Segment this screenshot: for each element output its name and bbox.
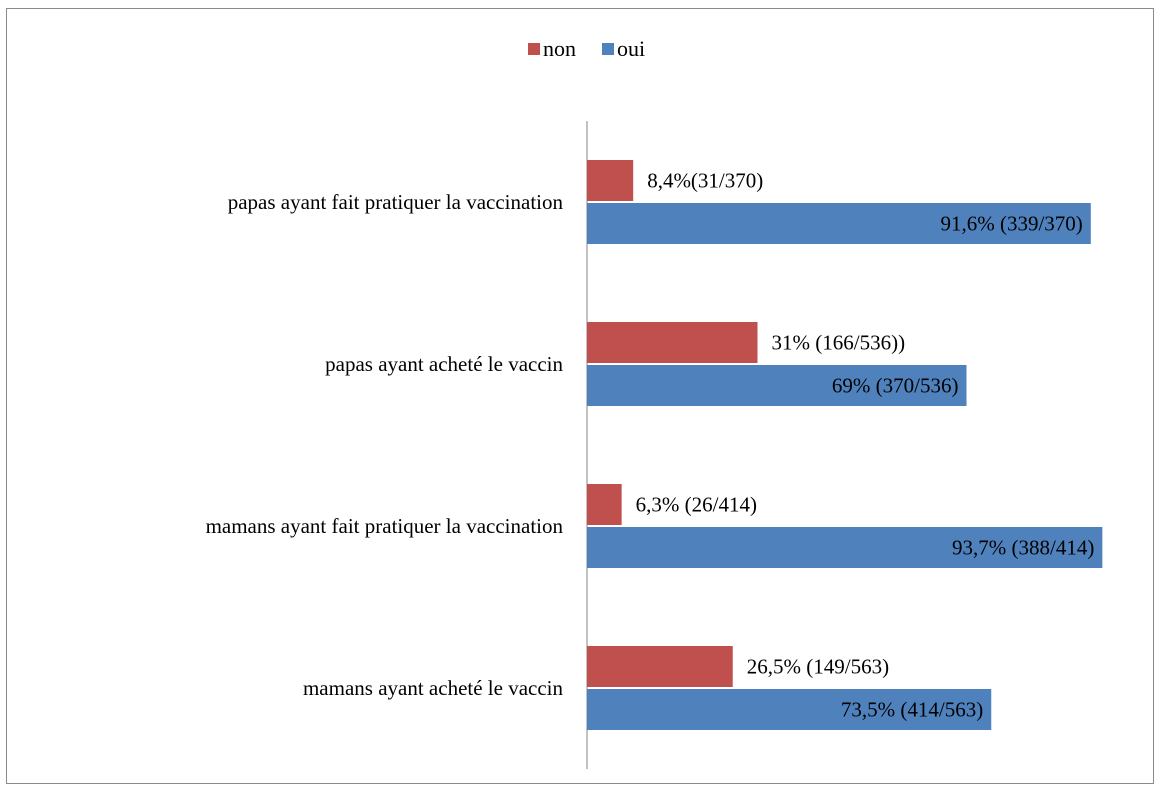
category-label: papas ayant fait pratiquer la vaccinatio…	[228, 190, 564, 214]
bar-non	[587, 160, 634, 201]
category-labels: papas ayant fait pratiquer la vaccinatio…	[206, 190, 564, 700]
bar-oui	[587, 689, 992, 730]
legend: non oui	[528, 36, 645, 61]
chart-frame: non oui papas ayant fait pratiquer la va…	[6, 8, 1154, 784]
legend-swatch-non	[528, 43, 540, 55]
data-label-non: 31% (166/536))	[772, 331, 906, 355]
legend-label-non: non	[543, 36, 576, 61]
data-label-oui: 69% (370/536)	[832, 374, 959, 398]
category-label: mamans ayant acheté le vaccin	[303, 676, 564, 700]
data-label-oui: 93,7% (388/414)	[952, 536, 1094, 560]
data-label-non: 6,3% (26/414)	[636, 493, 757, 517]
bar-oui	[587, 365, 967, 406]
bar-non	[587, 322, 758, 363]
bar-non	[587, 646, 733, 687]
data-label-oui: 73,5% (414/563)	[841, 698, 983, 722]
data-label-oui: 91,6% (339/370)	[940, 212, 1082, 236]
legend-swatch-oui	[602, 43, 614, 55]
legend-label-oui: oui	[617, 36, 645, 61]
data-label-non: 8,4%(31/370)	[647, 169, 763, 193]
category-label: mamans ayant fait pratiquer la vaccinati…	[206, 514, 564, 538]
data-label-non: 26,5% (149/563)	[747, 655, 889, 679]
bar-chart: non oui papas ayant fait pratiquer la va…	[206, 36, 1103, 769]
bar-non	[587, 484, 622, 525]
bar-oui	[587, 527, 1103, 568]
data-labels: 8,4%(31/370) 91,6% (339/370) 31% (166/536)…	[636, 169, 1095, 722]
bars-group	[587, 160, 1103, 730]
category-label: papas ayant acheté le vaccin	[325, 352, 563, 376]
bar-oui	[587, 203, 1091, 244]
